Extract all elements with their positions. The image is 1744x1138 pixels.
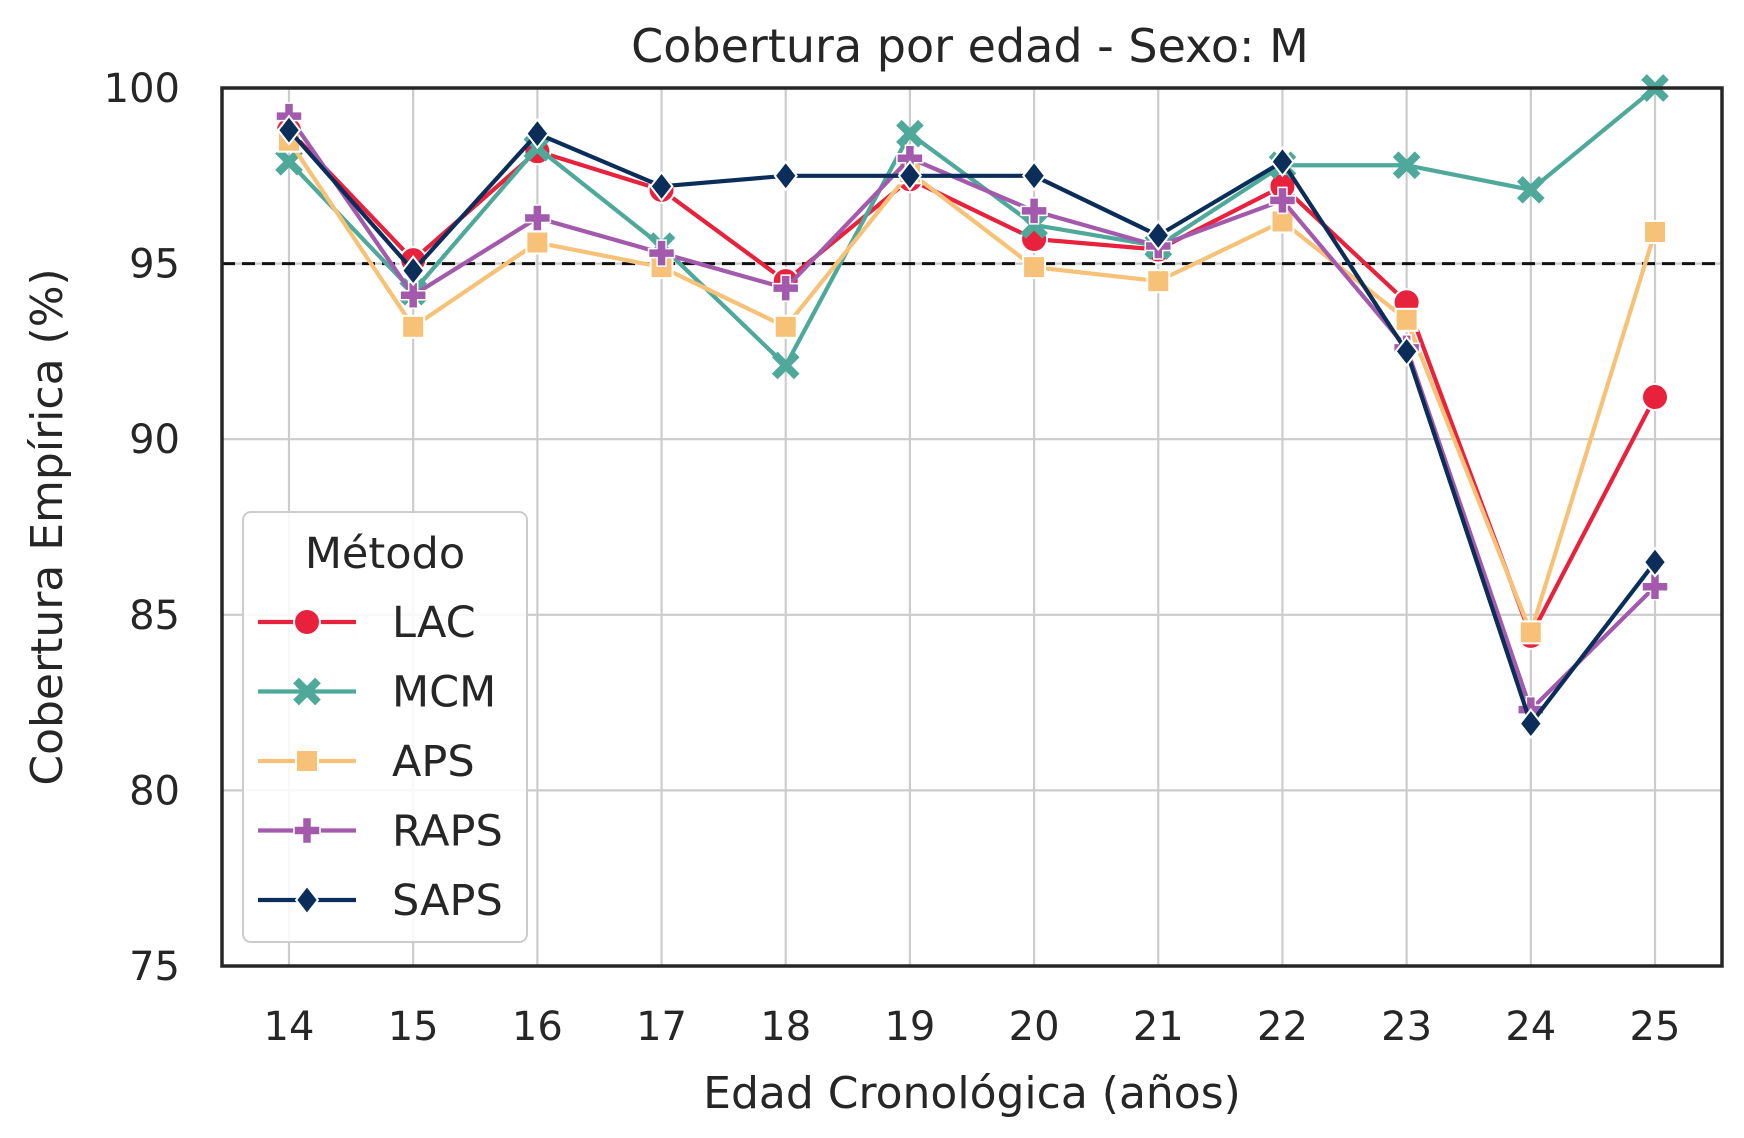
data-point-saps-24 <box>1518 708 1544 740</box>
data-point-saps-17 <box>649 170 674 202</box>
series-group <box>275 74 1669 740</box>
data-point-saps-20 <box>1021 160 1047 192</box>
data-point-raps-16 <box>523 204 552 232</box>
data-point-aps-25 <box>1643 219 1667 244</box>
data-point-saps-14 <box>276 114 302 146</box>
data-point-saps-25 <box>1642 546 1668 578</box>
x-tick-label: 16 <box>512 1004 563 1050</box>
y-tick-label: 75 <box>129 944 180 990</box>
legend-items: LAC MCM APS RAPS SAPS <box>258 598 503 926</box>
data-point-mcm-23 <box>1392 151 1421 180</box>
plot-frame <box>220 86 1724 968</box>
legend-item-raps: RAPS <box>258 807 503 857</box>
data-point-aps-24 <box>1518 620 1543 645</box>
data-point-mcm-24 <box>1516 176 1545 204</box>
legend-item-lac: LAC <box>258 598 476 648</box>
data-point-saps-19 <box>897 160 923 192</box>
legend-item-saps: SAPS <box>258 876 503 926</box>
x-tick-label: 25 <box>1630 1004 1681 1050</box>
data-point-mcm-20 <box>1020 211 1048 239</box>
x-tick-label: 15 <box>388 1004 439 1050</box>
series-saps <box>276 114 1668 740</box>
data-point-saps-15 <box>400 254 426 287</box>
legend-label-lac: LAC <box>392 598 476 648</box>
x-tick-label: 20 <box>1009 1004 1060 1050</box>
chart-title: Cobertura por edad - Sexo: M <box>631 19 1309 73</box>
series-line-aps <box>287 139 1658 635</box>
series-line-saps <box>287 128 1657 726</box>
data-point-saps-21 <box>1146 219 1171 252</box>
legend-label-mcm: MCM <box>392 668 496 718</box>
data-point-raps-22 <box>1268 186 1297 215</box>
x-tick-label: 17 <box>636 1004 687 1050</box>
x-tick-label: 24 <box>1505 1004 1556 1050</box>
data-point-raps-15 <box>399 281 427 309</box>
y-tick-labels: 75 80 85 90 95 100 <box>104 66 180 990</box>
y-tick-label: 95 <box>129 242 180 288</box>
data-point-saps-22 <box>1270 146 1295 178</box>
series-line-mcm <box>287 86 1657 368</box>
x-axis-label: Edad Cronológica (años) <box>703 1068 1241 1119</box>
x-tick-label: 19 <box>884 1004 935 1050</box>
data-point-saps-16 <box>525 118 550 150</box>
data-point-aps-23 <box>1394 307 1419 332</box>
x-tick-labels: 14 15 16 17 18 19 20 21 22 23 24 25 <box>264 1004 1681 1050</box>
x-tick-label: 23 <box>1381 1004 1432 1050</box>
data-point-aps-21 <box>1146 269 1171 294</box>
x-tick-label: 22 <box>1257 1004 1308 1050</box>
y-tick-label: 100 <box>104 66 180 112</box>
data-point-raps-18 <box>771 274 800 302</box>
data-point-aps-18 <box>773 314 798 339</box>
legend-marker-aps <box>295 749 319 773</box>
legend-marker-saps <box>294 884 320 916</box>
legend: Método LAC MCM APS RAPS SAPS <box>242 511 528 943</box>
y-tick-label: 90 <box>129 417 180 463</box>
data-point-raps-20 <box>1020 197 1048 225</box>
legend-label-aps: APS <box>392 737 475 787</box>
legend-label-raps: RAPS <box>392 807 503 857</box>
data-point-aps-16 <box>525 230 550 255</box>
data-point-lac-25 <box>1641 383 1669 412</box>
x-tick-label: 18 <box>760 1004 811 1050</box>
data-point-raps-17 <box>647 239 676 267</box>
data-point-aps-15 <box>401 314 426 339</box>
x-tick-label: 21 <box>1133 1004 1184 1050</box>
legend-title: Método <box>305 529 465 579</box>
series-aps <box>277 128 1667 645</box>
legend-item-mcm: MCM <box>258 668 496 718</box>
data-point-saps-18 <box>773 160 798 192</box>
data-point-mcm-19 <box>896 119 924 148</box>
data-point-aps-20 <box>1022 255 1047 280</box>
legend-marker-raps <box>293 816 321 845</box>
legend-label-saps: SAPS <box>392 876 503 926</box>
legend-marker-lac <box>293 608 321 636</box>
legend-item-aps: APS <box>258 737 475 787</box>
y-tick-label: 80 <box>129 768 180 814</box>
data-point-mcm-18 <box>771 351 800 380</box>
y-tick-label: 85 <box>129 593 180 639</box>
y-axis-label: Cobertura Empírica (%) <box>22 268 73 785</box>
x-tick-label: 14 <box>264 1004 315 1050</box>
legend-marker-mcm <box>293 677 321 706</box>
data-point-saps-23 <box>1394 335 1419 368</box>
